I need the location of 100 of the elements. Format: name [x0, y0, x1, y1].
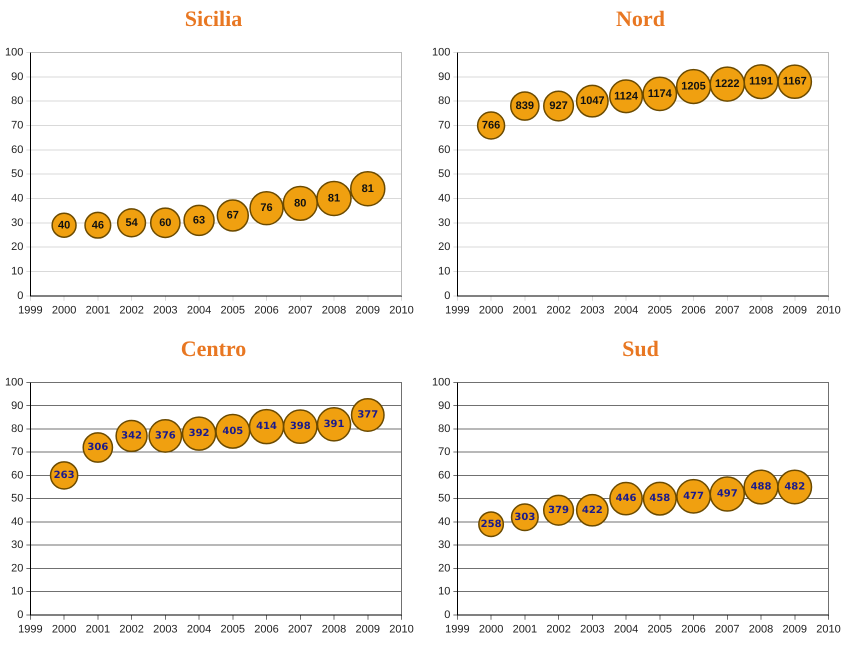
data-label: 1191 [749, 76, 773, 88]
x-tick-label: 2003 [580, 304, 605, 316]
y-tick-label: 90 [438, 70, 450, 83]
data-label: 446 [616, 493, 637, 504]
x-tick-label: 2004 [186, 304, 212, 316]
x-tick-label: 2005 [648, 623, 672, 636]
data-label: 81 [362, 182, 374, 195]
chart-title: Sud [621, 335, 660, 363]
x-tick-label: 2006 [681, 623, 706, 636]
x-tick-label: 2007 [715, 304, 740, 316]
x-tick-label: 1999 [18, 304, 43, 316]
data-label: 391 [324, 418, 344, 430]
x-tick-label: 2001 [512, 304, 538, 316]
x-tick-label: 2008 [322, 304, 346, 316]
x-tick-label: 2002 [546, 304, 571, 316]
x-tick-label: 2002 [119, 304, 144, 316]
chart-title: Centro [180, 335, 248, 363]
data-label: 405 [222, 426, 244, 437]
y-tick-label: 100 [432, 376, 450, 389]
x-tick-label: 2008 [322, 623, 346, 636]
y-tick-label: 70 [438, 446, 450, 458]
chart-title: Nord [615, 5, 666, 33]
y-tick-label: 30 [438, 216, 450, 229]
x-tick-label: 2002 [546, 623, 571, 636]
x-tick-label: 2008 [748, 623, 774, 636]
data-label: 927 [549, 100, 568, 112]
x-tick-label: 2000 [52, 304, 76, 316]
y-tick-label: 100 [4, 46, 24, 59]
x-tick-label: 2009 [782, 304, 807, 316]
data-label: 379 [548, 504, 570, 516]
x-tick-label: 2010 [389, 623, 414, 636]
x-tick-label: 2005 [648, 304, 672, 316]
y-tick-label: 20 [438, 562, 450, 574]
y-tick-label: 40 [11, 516, 24, 528]
data-label: 306 [87, 442, 108, 454]
x-tick-label: 2009 [356, 623, 380, 636]
y-tick-label: 0 [444, 608, 450, 621]
y-tick-label: 40 [438, 516, 450, 528]
x-tick-label: 2009 [782, 623, 807, 636]
data-label: 1174 [648, 88, 673, 100]
x-tick-label: 2004 [186, 623, 212, 636]
y-tick-label: 30 [11, 539, 24, 552]
data-label: 376 [154, 430, 176, 442]
x-tick-label: 2009 [356, 304, 380, 316]
x-tick-label: 2000 [478, 623, 504, 636]
x-tick-label: 2000 [52, 623, 76, 636]
y-tick-label: 0 [17, 608, 24, 621]
data-label: 414 [256, 421, 278, 432]
x-tick-label: 2002 [119, 623, 144, 636]
data-label: 392 [188, 428, 210, 440]
data-label: 1222 [715, 78, 740, 90]
x-tick-label: 2005 [220, 304, 246, 316]
x-tick-label: 1999 [445, 304, 470, 316]
data-label: 482 [784, 482, 806, 493]
data-label: 63 [192, 214, 206, 226]
x-tick-label: 2001 [86, 304, 110, 316]
y-tick-label: 70 [11, 120, 24, 132]
y-tick-label: 70 [438, 120, 450, 132]
data-label: 81 [328, 192, 340, 205]
data-label: 67 [226, 210, 239, 222]
x-tick-label: 2007 [288, 304, 313, 316]
y-tick-label: 80 [11, 422, 24, 435]
data-label: 258 [480, 518, 502, 530]
x-tick-label: 1999 [18, 623, 43, 636]
y-tick-label: 0 [17, 290, 24, 302]
y-tick-label: 60 [11, 469, 24, 482]
y-tick-label: 80 [11, 95, 24, 108]
y-tick-label: 40 [11, 192, 24, 205]
data-label: 497 [716, 488, 738, 500]
data-label: 342 [121, 430, 142, 442]
data-label: 60 [159, 216, 172, 229]
x-tick-label: 2006 [681, 304, 706, 316]
x-tick-label: 2003 [580, 623, 605, 636]
x-tick-label: 1999 [445, 623, 470, 636]
y-tick-label: 0 [444, 290, 450, 302]
y-tick-label: 50 [438, 168, 450, 180]
data-label: 477 [683, 490, 704, 502]
x-tick-label: 2007 [715, 623, 740, 636]
chart-title: Sicilia [184, 5, 244, 33]
data-label: 1047 [580, 95, 605, 108]
y-tick-label: 50 [11, 168, 24, 180]
x-tick-label: 2006 [254, 304, 279, 316]
y-tick-label: 20 [438, 241, 450, 254]
data-label: 766 [482, 120, 500, 132]
y-tick-label: 50 [11, 492, 24, 505]
data-label: 1124 [614, 90, 639, 102]
y-tick-label: 70 [11, 446, 24, 458]
data-label: 1205 [681, 80, 706, 93]
y-tick-label: 10 [11, 266, 24, 278]
y-tick-label: 10 [11, 586, 24, 598]
data-label: 46 [92, 219, 104, 232]
y-tick-label: 30 [11, 216, 24, 229]
y-tick-label: 90 [11, 400, 24, 412]
x-tick-label: 2003 [153, 623, 178, 636]
data-label: 54 [125, 216, 139, 229]
y-tick-label: 60 [438, 144, 450, 156]
data-label: 458 [649, 493, 670, 504]
data-label: 1167 [782, 76, 807, 88]
x-tick-label: 2003 [153, 304, 178, 316]
data-label: 398 [290, 421, 311, 432]
